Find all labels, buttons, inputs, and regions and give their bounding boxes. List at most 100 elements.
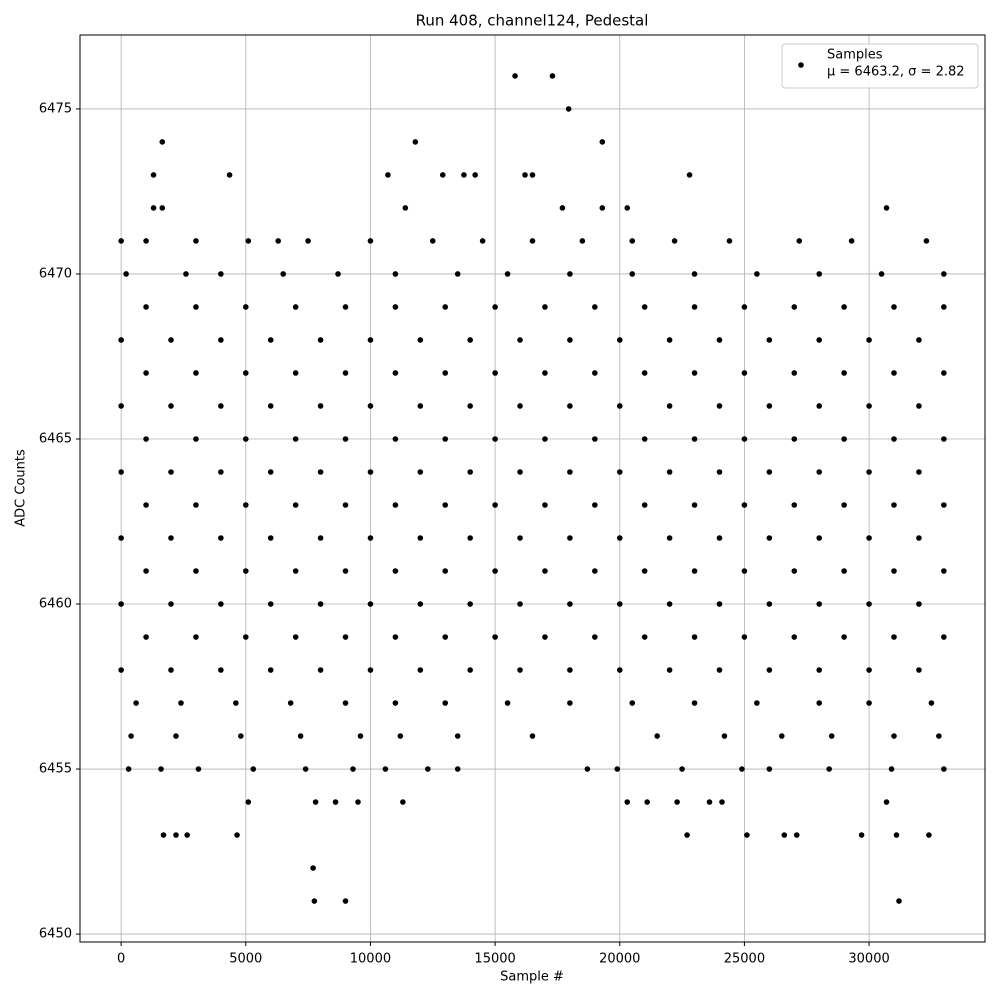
point: [417, 535, 424, 541]
point: [671, 238, 678, 244]
point: [267, 403, 274, 409]
point: [529, 238, 536, 244]
legend-label: μ = 6463.2, σ = 2.82: [827, 65, 965, 80]
point: [292, 436, 299, 442]
point: [542, 370, 548, 376]
point: [492, 634, 498, 640]
point: [385, 172, 391, 178]
point: [242, 436, 249, 442]
point: [412, 139, 419, 145]
point: [234, 832, 240, 838]
point: [467, 469, 473, 475]
point: [744, 832, 750, 838]
point: [467, 403, 473, 409]
point: [579, 238, 586, 244]
point: [741, 370, 748, 376]
point: [238, 733, 244, 739]
point: [242, 502, 249, 508]
point: [567, 271, 573, 277]
point: [793, 832, 800, 838]
point: [311, 898, 318, 904]
point: [442, 634, 449, 640]
point: [629, 238, 636, 244]
point: [461, 172, 467, 178]
point: [666, 469, 673, 475]
point: [624, 205, 631, 211]
point: [342, 568, 349, 574]
point: [896, 898, 902, 904]
point: [741, 634, 748, 640]
point: [796, 238, 803, 244]
point: [716, 337, 723, 343]
point: [766, 535, 773, 541]
point: [417, 469, 424, 475]
y-tick-label: 6470: [39, 266, 72, 281]
point: [133, 700, 139, 706]
point: [891, 304, 897, 310]
point: [592, 634, 598, 640]
point: [848, 238, 855, 244]
point: [616, 601, 623, 607]
point: [392, 634, 399, 640]
point: [567, 403, 573, 409]
x-axis-label: Sample #: [500, 970, 564, 985]
point: [392, 271, 399, 277]
point: [317, 601, 324, 607]
point: [726, 238, 733, 244]
point: [641, 436, 648, 442]
point: [816, 535, 823, 541]
point: [666, 337, 673, 343]
point: [332, 799, 339, 805]
point: [866, 667, 872, 673]
point: [567, 337, 573, 343]
point: [565, 106, 572, 112]
point: [367, 469, 374, 475]
point: [392, 568, 399, 574]
point: [858, 832, 865, 838]
point: [592, 502, 598, 508]
point: [467, 667, 473, 673]
point: [392, 502, 399, 508]
point: [467, 535, 473, 541]
point: [218, 271, 224, 277]
point: [616, 403, 623, 409]
point: [928, 700, 935, 706]
point: [367, 601, 374, 607]
point: [442, 304, 449, 310]
point: [522, 172, 528, 178]
point: [317, 667, 324, 673]
point: [267, 535, 274, 541]
point: [305, 238, 311, 244]
point: [706, 799, 713, 805]
point: [674, 799, 680, 805]
point: [741, 436, 748, 442]
point: [891, 733, 897, 739]
legend-box: [781, 43, 979, 89]
point: [292, 370, 299, 376]
point: [644, 799, 650, 805]
point: [168, 403, 174, 409]
y-tick-label: 6450: [39, 927, 72, 942]
point: [429, 238, 436, 244]
point: [691, 370, 698, 376]
y-axis-label: ADC Counts: [14, 449, 29, 527]
point: [297, 733, 304, 739]
point: [592, 568, 598, 574]
point: [841, 436, 847, 442]
legend-marker: [798, 62, 804, 68]
point: [118, 403, 124, 409]
point: [150, 205, 157, 211]
x-tick-label: 20000: [599, 952, 640, 967]
point: [666, 667, 673, 673]
point: [218, 469, 224, 475]
point: [118, 601, 124, 607]
point: [454, 271, 461, 277]
point: [442, 370, 449, 376]
point: [923, 238, 930, 244]
point: [342, 634, 349, 640]
y-tick-label: 6460: [39, 597, 72, 612]
point: [916, 403, 922, 409]
point: [883, 205, 890, 211]
point: [766, 469, 773, 475]
point: [866, 403, 872, 409]
